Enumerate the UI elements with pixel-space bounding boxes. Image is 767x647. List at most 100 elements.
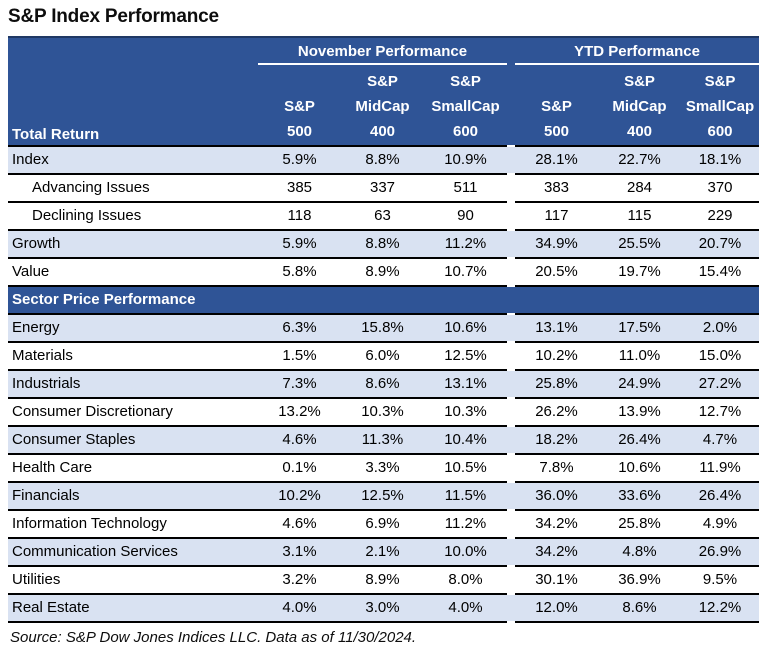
cell-value: 26.4% [681,483,759,511]
column-header-nov-midcap400: S&P MidCap 400 [341,65,424,147]
column-header-line: SmallCap [431,98,500,115]
cell-value: 90 [424,203,507,231]
cell-value: 36.0% [515,483,598,511]
cell-value: 117 [515,203,598,231]
header-spacer [8,43,258,65]
cell-value: 5.9% [258,231,341,259]
table-row: Consumer Discretionary 13.2% 10.3% 10.3% 26.… [8,399,759,427]
row-label: Real Estate [8,595,258,623]
table-header: November Performance YTD Performance Tot… [8,36,759,147]
row-label: Health Care [8,455,258,483]
column-header-line: SmallCap [685,98,755,115]
column-header-ytd-midcap400: S&P MidCap 400 [598,65,681,147]
column-header-line: S&P [704,73,736,90]
row-divider [507,315,515,343]
cell-value: 7.3% [258,371,341,399]
cell-value: 36.9% [598,567,681,595]
row-label: Value [8,259,258,287]
cell-value: 7.8% [515,455,598,483]
cell-value: 385 [258,175,341,203]
header-section-divider [507,65,515,147]
cell-value: 18.2% [515,427,598,455]
column-header-line: 400 [626,123,653,140]
cell-value: 26.9% [681,539,759,567]
column-header-line: MidCap [612,98,667,115]
row-divider [507,231,515,259]
cell-value: 337 [341,175,424,203]
cell-value: 11.2% [424,511,507,539]
cell-value: 8.6% [598,595,681,623]
row-divider [507,539,515,567]
row-divider [507,147,515,175]
cell-value: 2.1% [341,539,424,567]
cell-value: 27.2% [681,371,759,399]
cell-value: 17.5% [598,315,681,343]
table-row: Communication Services 3.1% 2.1% 10.0% 34.2%… [8,539,759,567]
cell-value: 15.8% [341,315,424,343]
cell-value: 10.3% [341,399,424,427]
row-divider [507,371,515,399]
cell-value: 12.0% [515,595,598,623]
table-row: Industrials 7.3% 8.6% 13.1% 25.8% 24.9% 27.2% [8,371,759,399]
section-header-row: Sector Price Performance [8,287,759,315]
cell-value: 20.7% [681,231,759,259]
header-columns-row: Total Return S&P 500 S&P MidCap 400 S&P Smal… [8,65,759,147]
cell-value: 25.5% [598,231,681,259]
table-row: Declining Issues 118 63 90 117 115 229 [8,203,759,231]
cell-value: 26.4% [598,427,681,455]
row-divider [507,483,515,511]
column-header-line: 600 [707,123,733,140]
row-label: Information Technology [8,511,258,539]
cell-value: 8.8% [341,147,424,175]
table-body: Index 5.9% 8.8% 10.9% 28.1% 22.7% 18.1% Advanci… [8,147,759,623]
cell-value: 118 [258,203,341,231]
cell-value: 34.9% [515,231,598,259]
table-row: Consumer Staples 4.6% 11.3% 10.4% 18.2% 26.4%… [8,427,759,455]
cell-value: 4.0% [258,595,341,623]
cell-value: 115 [598,203,681,231]
row-divider [507,287,515,315]
table-row: Financials 10.2% 12.5% 11.5% 36.0% 33.6% 26.4% [8,483,759,511]
cell-value: 10.5% [424,455,507,483]
column-header-nov-smallcap600: S&P SmallCap 600 [424,65,507,147]
cell-value: 33.6% [598,483,681,511]
cell-value: 19.7% [598,259,681,287]
cell-value: 10.4% [424,427,507,455]
cell-value: 3.1% [258,539,341,567]
row-divider [507,399,515,427]
row-divider [507,203,515,231]
cell-value: 5.8% [258,259,341,287]
cell-value: 2.0% [681,315,759,343]
cell-value: 11.5% [424,483,507,511]
row-label: Growth [8,231,258,259]
column-header-ytd-sp500: S&P 500 [515,65,598,147]
cell-value: 10.7% [424,259,507,287]
cell-value: 25.8% [598,511,681,539]
row-label: Consumer Staples [8,427,258,455]
column-header-line: 500 [543,123,570,140]
table-row: Growth 5.9% 8.8% 11.2% 34.9% 25.5% 20.7% [8,231,759,259]
performance-table: November Performance YTD Performance Tot… [8,36,759,623]
cell-value: 11.3% [341,427,424,455]
column-header-ytd-smallcap600: S&P SmallCap 600 [681,65,759,147]
cell-value: 5.9% [258,147,341,175]
column-group-ytd: YTD Performance [515,43,759,65]
row-label: Consumer Discretionary [8,399,258,427]
cell-value: 12.2% [681,595,759,623]
row-divider [507,455,515,483]
cell-value: 229 [681,203,759,231]
cell-value: 10.9% [424,147,507,175]
row-label: Declining Issues [8,203,258,231]
row-divider [507,511,515,539]
cell-value: 6.3% [258,315,341,343]
row-label: Industrials [8,371,258,399]
cell-value: 8.9% [341,567,424,595]
column-header-line: 500 [286,123,313,140]
cell-value: 13.1% [515,315,598,343]
cell-value: 0.1% [258,455,341,483]
cell-value: 13.9% [598,399,681,427]
table-row: Index 5.9% 8.8% 10.9% 28.1% 22.7% 18.1% [8,147,759,175]
row-label: Index [8,147,258,175]
cell-value: 26.2% [515,399,598,427]
